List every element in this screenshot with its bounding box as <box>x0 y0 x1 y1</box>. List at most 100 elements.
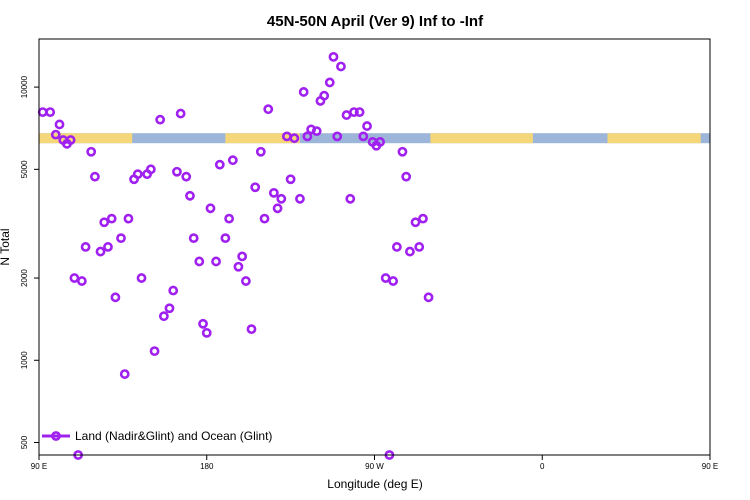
x-axis-label: Longitude (deg E) <box>327 477 422 491</box>
x-axis: 90 E 180 90 W 0 90 E <box>31 455 718 471</box>
legend-marker <box>51 431 61 441</box>
data-point <box>263 104 274 115</box>
land-segment <box>430 133 533 144</box>
data-point <box>90 171 100 182</box>
data-point <box>185 190 195 201</box>
data-point <box>181 171 192 182</box>
data-point <box>188 233 199 244</box>
data-point <box>246 324 257 335</box>
data-point <box>164 303 175 314</box>
data-point <box>123 213 134 224</box>
data-point <box>110 292 121 303</box>
data-point <box>227 155 238 166</box>
legend: Land (Nadir&Glint) and Ocean (Glint) <box>42 429 272 443</box>
chart-title: 45N-50N April (Ver 9) Inf to -Inf <box>267 13 484 30</box>
land-segment <box>607 133 701 144</box>
data-point <box>172 166 182 177</box>
data-point <box>119 369 130 379</box>
data-point <box>349 107 359 118</box>
land-segment <box>225 133 300 144</box>
x-tick-label: 90 E <box>31 462 47 471</box>
x-tick-label: 90 E <box>702 462 718 471</box>
data-point <box>220 233 231 244</box>
data-point <box>328 51 339 62</box>
data-point <box>211 256 221 267</box>
data-point <box>205 203 216 214</box>
data-point <box>401 171 412 182</box>
data-point <box>233 261 244 272</box>
data-point <box>354 107 365 118</box>
y-tick-label: 500 <box>20 435 29 449</box>
data-point <box>276 193 287 204</box>
data-point <box>397 146 408 157</box>
x-tick-label: 90 W <box>365 462 384 471</box>
data-point <box>311 126 322 137</box>
data-point <box>391 242 402 252</box>
x-tick-label: 180 <box>200 462 214 471</box>
data-point <box>168 285 179 296</box>
data-point <box>295 193 305 204</box>
data-point <box>80 242 91 252</box>
data-point <box>95 246 106 257</box>
land-segment <box>39 133 133 144</box>
data-point <box>116 233 126 244</box>
data-point <box>319 90 330 101</box>
data-point <box>410 217 421 228</box>
legend-label: Land (Nadir&Glint) and Ocean (Glint) <box>75 429 272 443</box>
data-point <box>106 213 117 224</box>
data-point <box>99 217 110 228</box>
data-point <box>155 114 166 125</box>
data-point <box>201 327 212 338</box>
data-point <box>224 213 235 224</box>
data-point <box>380 273 391 283</box>
data-point <box>324 77 335 88</box>
data-point <box>132 169 143 180</box>
data-point <box>237 251 248 262</box>
data-point <box>103 242 113 252</box>
data-point <box>54 119 65 130</box>
data-point <box>149 346 160 357</box>
y-tick-label: 10000 <box>20 75 29 98</box>
data-point <box>405 246 415 257</box>
y-tick-label: 2000 <box>20 269 29 287</box>
x-tick-label: 0 <box>540 462 545 471</box>
data-point <box>375 137 385 147</box>
data-point <box>198 318 208 329</box>
data-point <box>358 131 369 142</box>
y-tick-label: 1000 <box>20 351 29 369</box>
data-point <box>388 276 399 286</box>
data-point <box>259 213 270 224</box>
data-point <box>145 164 156 175</box>
data-point <box>65 135 76 145</box>
data-point <box>341 110 352 120</box>
data-point <box>345 193 356 204</box>
data-point <box>194 256 205 267</box>
data-point <box>268 187 279 198</box>
plot-frame <box>38 38 711 456</box>
data-point <box>332 131 343 142</box>
y-tick-label: 5000 <box>20 160 29 178</box>
data-point <box>302 131 313 142</box>
y-axis-label: N Total <box>0 228 12 265</box>
data-point <box>418 213 428 224</box>
data-point <box>336 61 346 72</box>
data-point <box>289 133 300 144</box>
data-point <box>76 276 87 286</box>
data-point <box>69 273 80 283</box>
data-point <box>272 203 283 214</box>
data-point <box>298 87 309 97</box>
data-point <box>45 107 56 118</box>
data-point <box>136 273 147 283</box>
data-point <box>37 107 48 118</box>
data-point <box>423 292 434 303</box>
data-point <box>158 311 169 322</box>
data-point <box>362 121 372 131</box>
data-point <box>86 146 97 157</box>
data-point <box>240 276 251 286</box>
data-point <box>255 146 266 157</box>
data-point <box>50 129 61 140</box>
data-point <box>414 242 425 252</box>
data-point <box>285 174 296 185</box>
data-point <box>214 159 225 170</box>
